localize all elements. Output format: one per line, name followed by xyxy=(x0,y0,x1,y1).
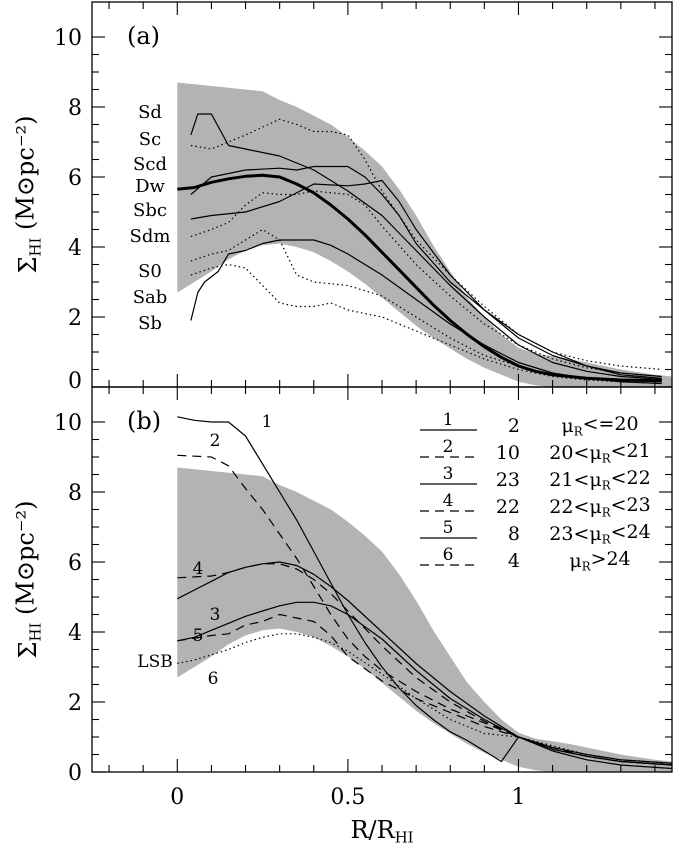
type-label-sb: Sb xyxy=(138,313,162,334)
y-tick-label: 0 xyxy=(68,761,82,786)
panel-b-scatter-band xyxy=(177,467,672,772)
y-tick-label: 0 xyxy=(68,369,82,394)
panel-b-curve-labels: 1 2 3 4 5 6 LSB xyxy=(137,412,272,689)
legend-range-3: 21<μR<22 xyxy=(549,467,650,493)
series-line-sb xyxy=(190,263,662,385)
series-line-sbc xyxy=(190,179,662,378)
x-axis-title-text: R/RHI xyxy=(350,816,413,846)
legend-key-2: 2 xyxy=(443,437,454,457)
legend-count-3: 23 xyxy=(496,469,520,491)
series-line-sdm xyxy=(190,190,662,378)
type-label-sd: Sd xyxy=(138,102,162,123)
y-tick-label: 10 xyxy=(54,26,82,51)
curve-label-6: 6 xyxy=(208,669,219,689)
series-line-2 xyxy=(177,454,672,766)
type-label-sc: Sc xyxy=(139,129,161,150)
panel-b-y-axis-title: ΣHI (M⊙pc⁻²) xyxy=(11,501,44,659)
series-line-sd xyxy=(190,113,662,380)
type-label-s0: S0 xyxy=(138,261,162,282)
y-tick-label: 6 xyxy=(68,551,82,576)
type-label-sab: Sab xyxy=(133,287,168,308)
legend-count-6: 4 xyxy=(508,550,520,572)
legend-key-4: 4 xyxy=(443,491,454,511)
series-line-4 xyxy=(177,563,672,764)
x-tick-label: 0.5 xyxy=(330,785,365,810)
panel-b-ticks: 0 2 4 6 8 10 0 0.5 1 xyxy=(54,387,672,810)
panel-b-legend: 1 2 μR<=20 2 10 20<μR<21 3 23 21<μR<22 4 22 22<μR<2… xyxy=(420,410,651,574)
legend-range-4: 22<μR<23 xyxy=(549,494,650,520)
y-tick-label: 4 xyxy=(68,236,82,261)
type-label-sdm: Sdm xyxy=(130,226,171,247)
legend-range-2: 20<μR<21 xyxy=(549,440,650,466)
type-label-sbc: Sbc xyxy=(133,200,167,221)
x-tick-label: 1 xyxy=(511,785,525,810)
y-tick-label: 2 xyxy=(68,306,82,331)
scatter-band xyxy=(177,82,672,387)
legend-count-5: 8 xyxy=(508,523,520,545)
panel-a-label: (a) xyxy=(127,22,160,50)
y-axis-title-text: ΣHI (M⊙pc⁻²) xyxy=(11,501,44,659)
x-axis-title: R/RHI xyxy=(350,816,413,846)
series-line-scd xyxy=(190,165,662,379)
legend-count-2: 10 xyxy=(496,442,520,464)
y-tick-label: 4 xyxy=(68,621,82,646)
panel-a-curves xyxy=(177,113,662,385)
type-label-scd: Scd xyxy=(133,154,167,175)
y-tick-label: 8 xyxy=(68,481,82,506)
curve-label-3: 3 xyxy=(210,605,221,625)
series-line-1 xyxy=(177,416,672,770)
type-label-dw: Dw xyxy=(135,176,165,197)
curve-label-lsb: LSB xyxy=(137,652,172,672)
legend-key-5: 5 xyxy=(443,518,454,538)
series-line-5 xyxy=(177,601,672,766)
x-tick-label: 0 xyxy=(170,785,184,810)
legend-range-5: 23<μR<24 xyxy=(549,521,650,547)
y-tick-label: 6 xyxy=(68,166,82,191)
legend-count-1: 2 xyxy=(508,415,520,437)
legend-count-4: 22 xyxy=(496,496,520,518)
legend-range-6: μR>24 xyxy=(569,548,630,574)
panel-a-scatter-band xyxy=(177,82,672,387)
curve-label-2: 2 xyxy=(210,431,221,451)
panel-b-curves xyxy=(177,416,672,770)
y-axis-title-text: ΣHI (M⊙pc⁻²) xyxy=(11,116,44,274)
series-line-lsb xyxy=(177,633,672,764)
panel-b-label: (b) xyxy=(127,407,161,435)
curve-label-1: 1 xyxy=(262,412,273,432)
scatter-band xyxy=(177,467,672,772)
y-tick-label: 10 xyxy=(54,411,82,436)
legend-key-1: 1 xyxy=(443,410,454,430)
legend-range-1: μR<=20 xyxy=(561,413,638,439)
y-tick-label: 2 xyxy=(68,691,82,716)
y-tick-label: 8 xyxy=(68,96,82,121)
legend-key-3: 3 xyxy=(443,464,454,484)
panel-a-ticks: 0 2 4 6 8 10 xyxy=(54,2,672,394)
curve-label-4: 4 xyxy=(193,559,204,579)
panel-a-y-axis-title: ΣHI (M⊙pc⁻²) xyxy=(11,116,44,274)
curve-label-5: 5 xyxy=(193,626,204,646)
legend-key-6: 6 xyxy=(443,545,454,565)
